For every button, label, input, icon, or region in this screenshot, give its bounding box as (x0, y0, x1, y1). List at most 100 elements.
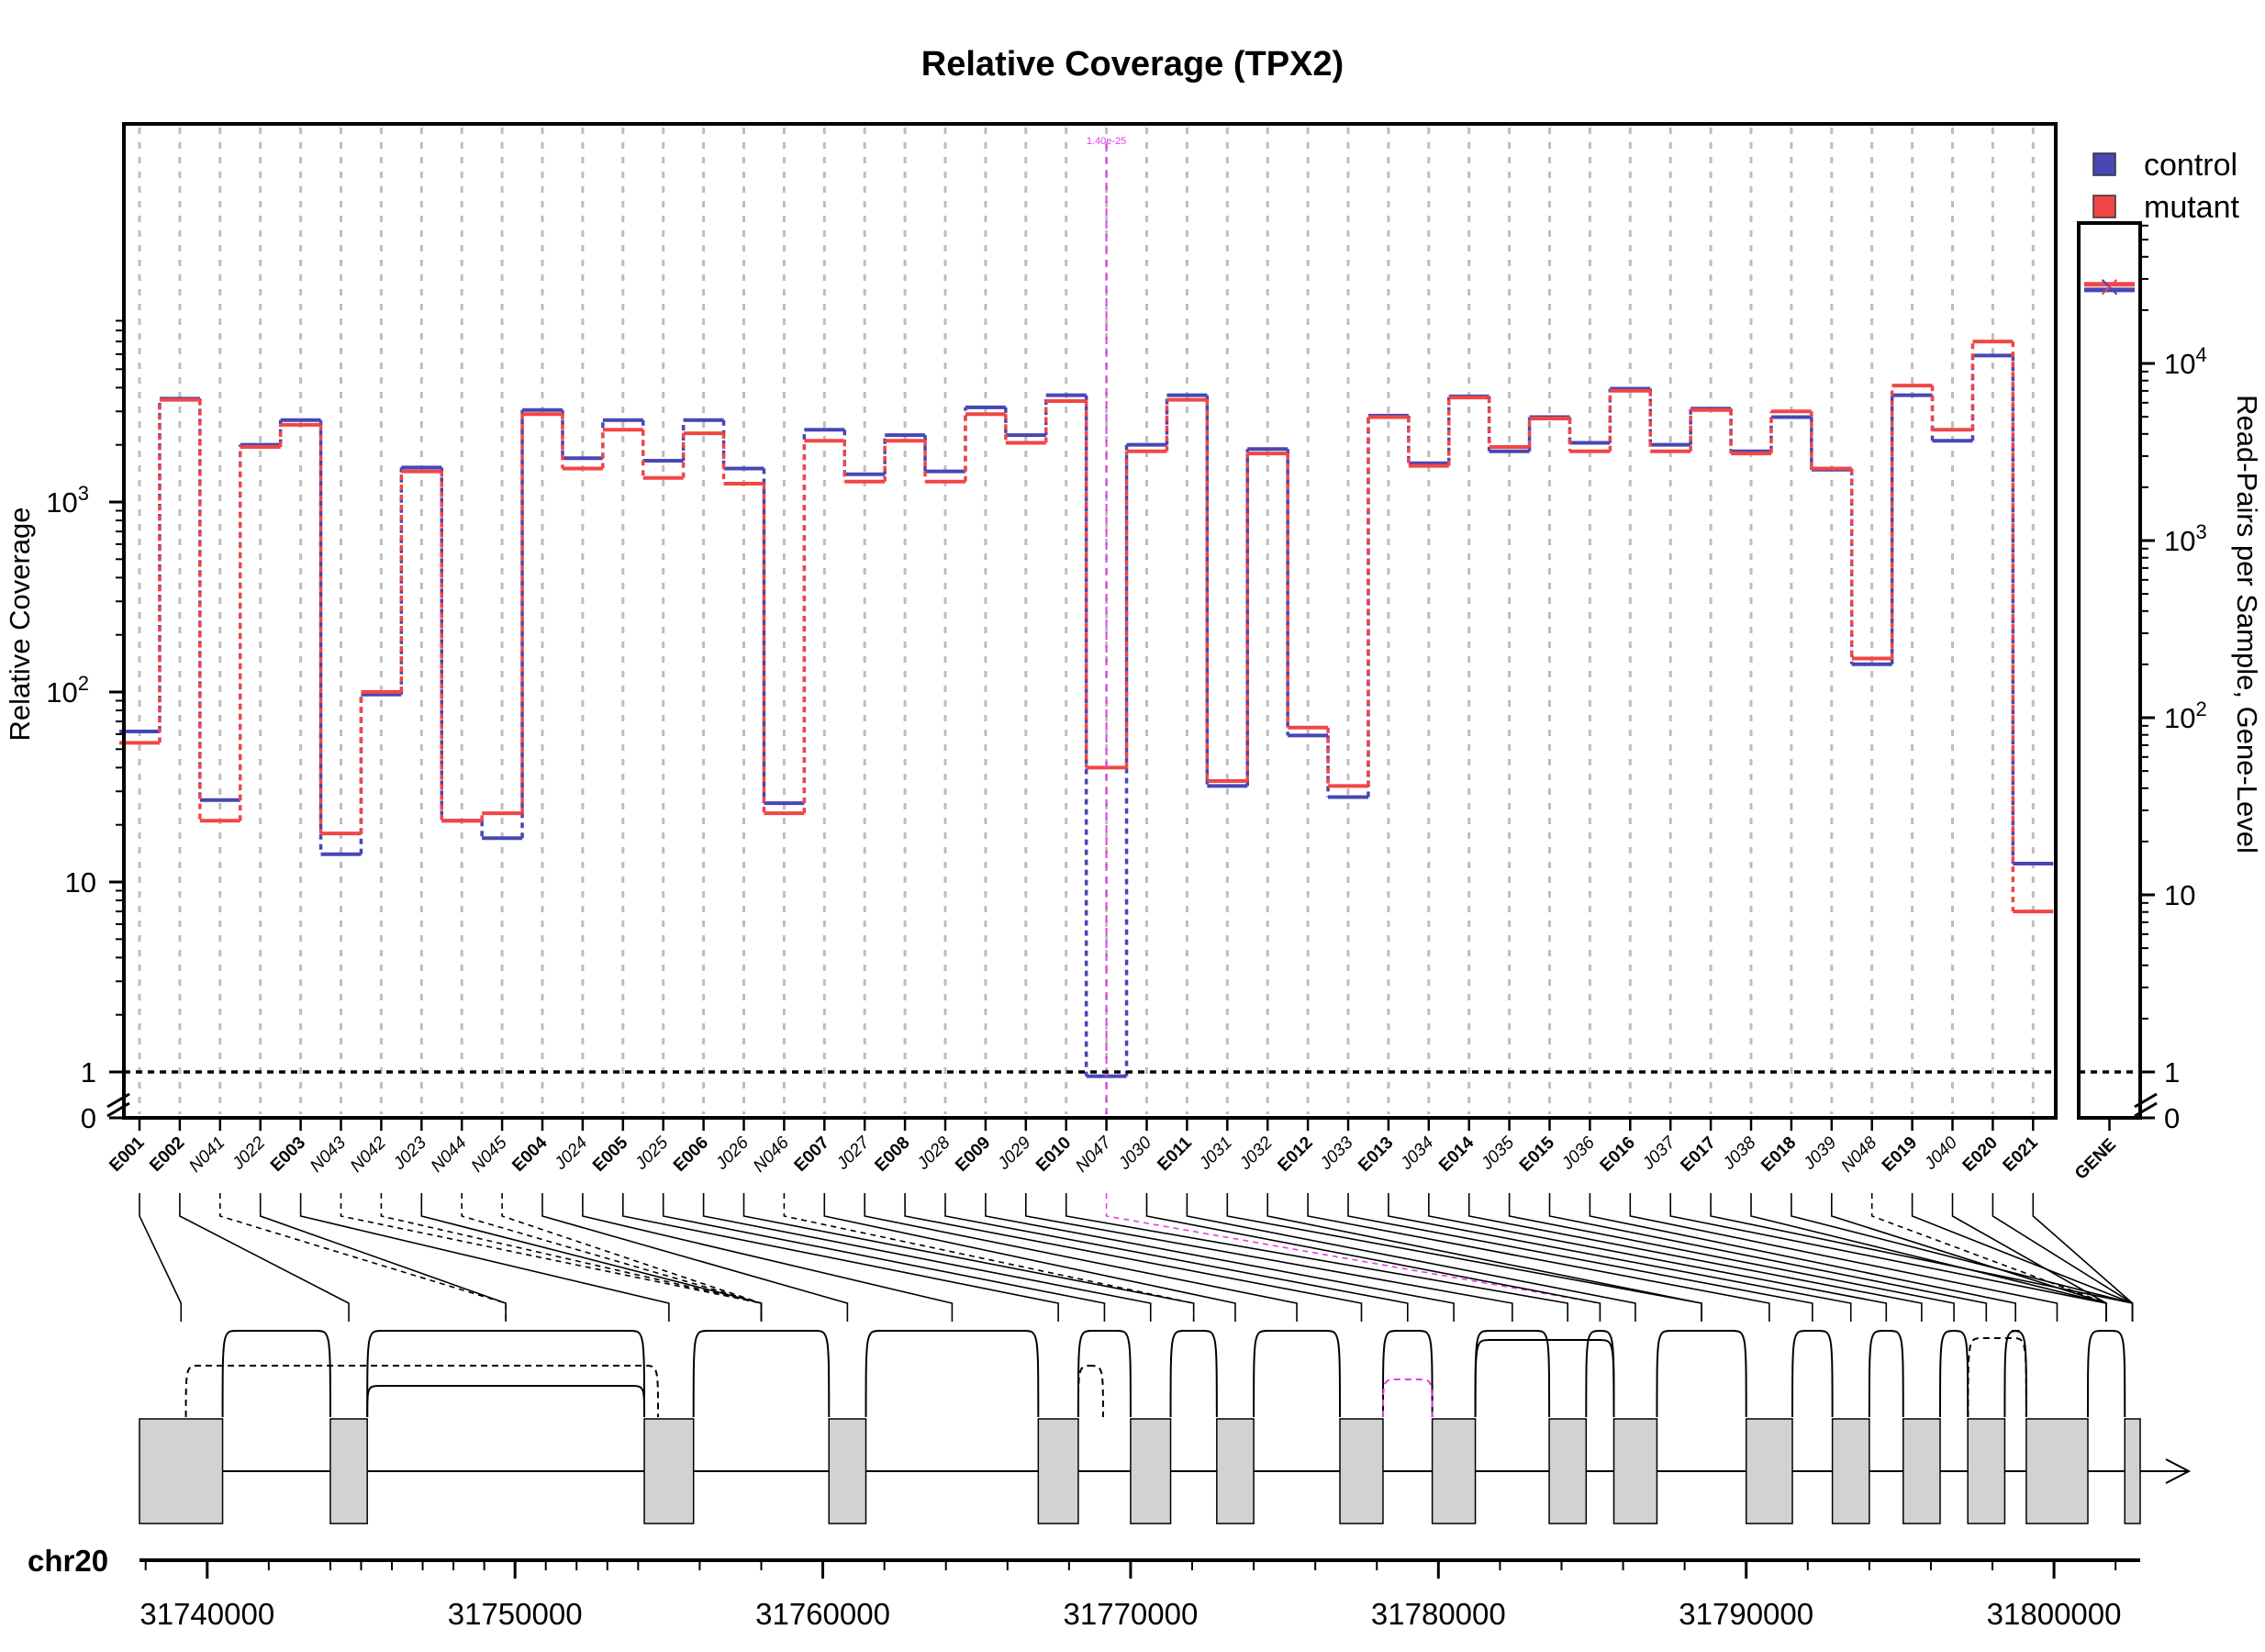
chromosome-label: chr20 (28, 1544, 108, 1578)
y-tick-label: 0 (81, 1102, 96, 1134)
exon-block (643, 1418, 695, 1524)
feature-label: E001 (106, 1133, 149, 1176)
feature-connector (1951, 1193, 2107, 1322)
feature-label: J024 (551, 1133, 592, 1175)
chromosome-tick-label: 31790000 (1679, 1597, 1813, 1631)
exon-block (2025, 1418, 2089, 1524)
y-tick-label: 1 (81, 1056, 96, 1088)
legend-label-mutant: mutant (2144, 190, 2239, 225)
splice-junction-arc (1169, 1330, 1218, 1418)
feature-connector (702, 1193, 1152, 1322)
feature-label: J030 (1114, 1133, 1155, 1174)
feature-connector (621, 1193, 1059, 1322)
exon-block (1612, 1418, 1658, 1524)
splice-junction-arc (1474, 1330, 1551, 1418)
feature-label: J022 (229, 1133, 270, 1174)
exon-block (828, 1418, 867, 1524)
feature-label: N041 (185, 1133, 229, 1177)
feature-connector (1307, 1193, 1770, 1322)
feature-connector (1629, 1193, 2059, 1322)
novel-junction-arc (1967, 1337, 2027, 1418)
chromosome-tick-label: 31750000 (448, 1597, 583, 1631)
exon-block (1339, 1418, 1384, 1524)
feature-label: J032 (1235, 1133, 1277, 1174)
feature-connector (1145, 1193, 1601, 1322)
feature-label: E008 (871, 1133, 913, 1176)
feature-label: J039 (1800, 1133, 1841, 1174)
exon-block (1130, 1418, 1172, 1524)
feature-connector (1831, 1193, 2107, 1322)
y-right-tick-label: 104 (2164, 343, 2207, 380)
chromosome-tick-label: 31760000 (755, 1597, 890, 1631)
novel-junction-arc (1077, 1365, 1104, 1418)
y-tick-label: 103 (46, 482, 89, 519)
feature-label: E011 (1154, 1133, 1196, 1175)
feature-connector (1508, 1193, 1955, 1322)
feature-connector (501, 1193, 763, 1322)
feature-connector (219, 1193, 507, 1322)
y-right-tick-label: 10 (2164, 879, 2195, 911)
legend: control mutant (2092, 148, 2239, 225)
y-tick-label: 102 (46, 672, 89, 709)
feature-connector (2032, 1193, 2134, 1322)
gene-mean-marker (2101, 279, 2118, 296)
feature-label: J025 (631, 1133, 673, 1174)
feature-label: E019 (1879, 1133, 1921, 1176)
exon-block (1745, 1418, 1793, 1524)
splice-junction-arc (1077, 1330, 1132, 1418)
feature-connector (1266, 1193, 1702, 1322)
feature-connector (541, 1193, 849, 1322)
gridlines (138, 128, 2035, 1114)
feature-label: N044 (428, 1133, 471, 1177)
exon-block (1037, 1418, 1079, 1524)
splice-junction-arc (2003, 1330, 2027, 1418)
y-right-tick-label: 103 (2164, 520, 2207, 557)
axis-break (106, 1101, 130, 1118)
exon-block (2124, 1418, 2141, 1524)
feature-connector (864, 1193, 1298, 1322)
exon-block (1902, 1418, 1941, 1524)
splice-junction-arc (865, 1330, 1040, 1418)
exon-block (139, 1418, 224, 1524)
feature-connector (985, 1193, 1455, 1322)
feature-label: E020 (1959, 1133, 2002, 1176)
feature-label: E013 (1355, 1133, 1397, 1176)
splice-junction-arc (366, 1330, 646, 1418)
feature-connector (259, 1193, 507, 1322)
y-axis-label: Relative Coverage (4, 507, 36, 741)
feature-connector (1025, 1193, 1513, 1322)
feature-label: J023 (389, 1133, 430, 1174)
feature-label: E007 (791, 1133, 833, 1176)
feature-connector (582, 1193, 954, 1322)
splice-junction-arc (692, 1330, 831, 1418)
feature-label: E014 (1435, 1133, 1478, 1176)
feature-connector (1669, 1193, 2107, 1322)
novel-junction-arc (1381, 1379, 1434, 1418)
splice-junction-arc (1939, 1330, 1969, 1418)
splice-junction-arc (1253, 1330, 1341, 1418)
exon-block (1831, 1418, 1870, 1524)
y-right-tick-label: 1 (2164, 1056, 2180, 1088)
significance-annotation: 1.40e-25 (1087, 136, 1126, 147)
gene-panel: 0 1 10 102 103 104 GENE (2071, 221, 2207, 1184)
feature-connector (904, 1193, 1363, 1322)
chart-title: Relative Coverage (TPX2) (921, 45, 1344, 84)
feature-label: J040 (1920, 1133, 1961, 1174)
feature-connector (1105, 1193, 1601, 1322)
feature-label: E016 (1597, 1133, 1639, 1176)
feature-label: E018 (1757, 1133, 1800, 1176)
feature-label: J026 (711, 1133, 753, 1174)
splice-junction-arc (1381, 1330, 1434, 1418)
chromosome-tick-label: 31740000 (139, 1597, 274, 1631)
feature-connector (742, 1193, 1195, 1322)
chromosome-tick-label: 31800000 (1987, 1597, 2122, 1631)
feature-label: N047 (1072, 1133, 1116, 1177)
feature-label: E010 (1032, 1133, 1075, 1176)
feature-connector (823, 1193, 1236, 1322)
feature-connector (1065, 1193, 1568, 1322)
gene-panel-border (2077, 221, 2142, 1120)
feature-label: E004 (508, 1133, 552, 1176)
feature-connector (944, 1193, 1409, 1322)
feature-connector (783, 1193, 1195, 1322)
feature-label: E002 (146, 1133, 188, 1176)
